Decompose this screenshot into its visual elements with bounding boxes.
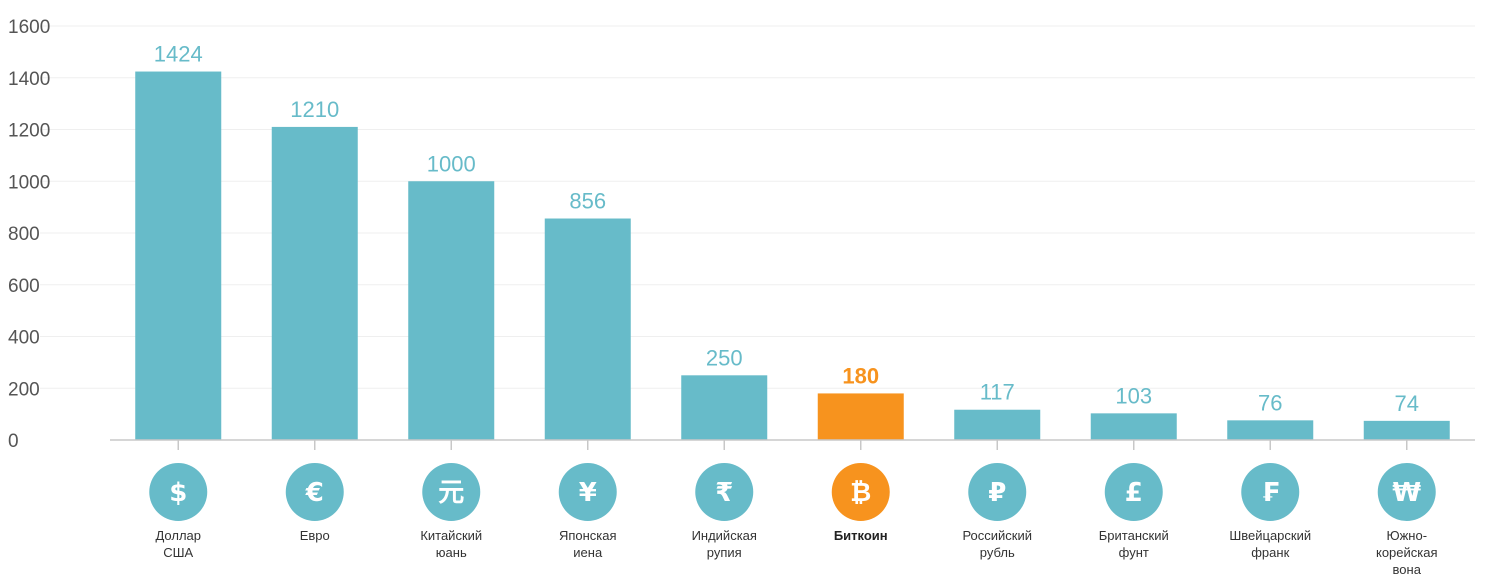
x-tick-label: Британский xyxy=(1099,528,1169,543)
icon-circle xyxy=(558,463,617,521)
bar xyxy=(681,375,768,440)
y-axis: 0 200 400 600 800 1000 1200 1400 1600 xyxy=(8,17,50,452)
x-tick-label: Российский xyxy=(962,528,1032,543)
bar xyxy=(1227,420,1314,440)
data-label: 103 xyxy=(1115,383,1152,408)
icon-symbol: £ xyxy=(1125,478,1143,508)
data-label: 76 xyxy=(1258,390,1282,415)
icon-circle xyxy=(1377,463,1436,521)
icon-symbol: ₿ xyxy=(850,478,871,508)
x-tick-label: США xyxy=(163,545,193,560)
bar xyxy=(408,181,495,440)
x-tick-label: рупия xyxy=(707,545,742,560)
dollar-icon: $ xyxy=(149,463,208,521)
x-tick-label: франк xyxy=(1251,545,1289,560)
y-tick-label: 1400 xyxy=(8,69,50,90)
icon-symbol: $ xyxy=(169,478,187,508)
icon-circle xyxy=(1241,463,1300,521)
pound-icon: £ xyxy=(1104,463,1163,521)
x-tick-label: Китайский xyxy=(420,528,482,543)
icon-circle xyxy=(285,463,344,521)
icon-symbol: ¥ xyxy=(579,478,597,508)
data-label: 1000 xyxy=(427,151,476,176)
icon-circle xyxy=(422,463,481,521)
icon-circle xyxy=(1104,463,1163,521)
icon-circle xyxy=(968,463,1027,521)
icon-symbol: ₽ xyxy=(988,478,1006,508)
y-tick-label: 1000 xyxy=(8,172,50,193)
x-tick-label: Японская xyxy=(559,528,617,543)
x-tick-label: Швейцарский xyxy=(1229,528,1311,543)
data-label: 74 xyxy=(1395,391,1419,416)
y-tick-label: 1600 xyxy=(8,17,50,38)
data-label: 250 xyxy=(706,345,743,370)
x-tick-label: Биткоин xyxy=(834,528,888,543)
x-tick-label: вона xyxy=(1393,562,1422,577)
data-label: 1424 xyxy=(154,42,203,67)
bitcoin-icon: ₿ xyxy=(831,463,890,521)
x-tick-label: Евро xyxy=(300,528,330,543)
icon-symbol: ₹ xyxy=(715,478,733,508)
x-tick-label: рубль xyxy=(980,545,1015,560)
y-tick-label: 1200 xyxy=(8,121,50,142)
won-icon: ₩ xyxy=(1377,463,1436,521)
icon-symbol: € xyxy=(305,478,324,508)
bars: 1424 1210 1000 856 250 180 117 103 76 74 xyxy=(135,42,1450,440)
y-tick-label: 0 xyxy=(8,431,19,452)
icon-circle xyxy=(695,463,754,521)
x-tick-label: юань xyxy=(436,545,467,560)
y-tick-label: 200 xyxy=(8,379,40,400)
gridlines xyxy=(40,25,1475,389)
data-label: 1210 xyxy=(290,97,339,122)
y-tick-label: 600 xyxy=(8,276,40,297)
bar xyxy=(1090,413,1177,440)
icon-symbol: ₣ xyxy=(1261,478,1279,508)
data-label: 856 xyxy=(569,189,606,214)
x-tick-label: корейская xyxy=(1376,545,1438,560)
bar xyxy=(817,393,904,440)
x-tick-label: Доллар xyxy=(155,528,201,543)
x-tick-label: Южно- xyxy=(1386,528,1427,543)
bar xyxy=(954,409,1041,440)
bar xyxy=(271,126,358,440)
ruble-icon: ₽ xyxy=(968,463,1027,521)
x-tick-label: фунт xyxy=(1119,545,1149,560)
data-label: 180 xyxy=(842,363,879,388)
yuan-icon: 元 xyxy=(422,463,481,521)
icon-symbol: 元 xyxy=(438,478,464,508)
x-axis: $ Доллар США € Евро 元 Китайский юань ¥ Японская ие… xyxy=(110,439,1475,577)
icon-symbol: ₩ xyxy=(1392,478,1421,508)
x-tick-label: иена xyxy=(573,545,603,560)
y-tick-label: 800 xyxy=(8,224,40,245)
x-tick-label: Индийская xyxy=(692,528,757,543)
icon-circle xyxy=(149,463,208,521)
bar xyxy=(544,218,631,440)
bar xyxy=(1363,420,1450,440)
icon-circle xyxy=(831,463,890,521)
franc-icon: ₣ xyxy=(1241,463,1300,521)
rupee-icon: ₹ xyxy=(695,463,754,521)
euro-icon: € xyxy=(285,463,344,521)
yen-icon: ¥ xyxy=(558,463,617,521)
y-tick-label: 400 xyxy=(8,328,40,349)
data-label: 117 xyxy=(980,380,1015,405)
bar xyxy=(135,71,222,440)
